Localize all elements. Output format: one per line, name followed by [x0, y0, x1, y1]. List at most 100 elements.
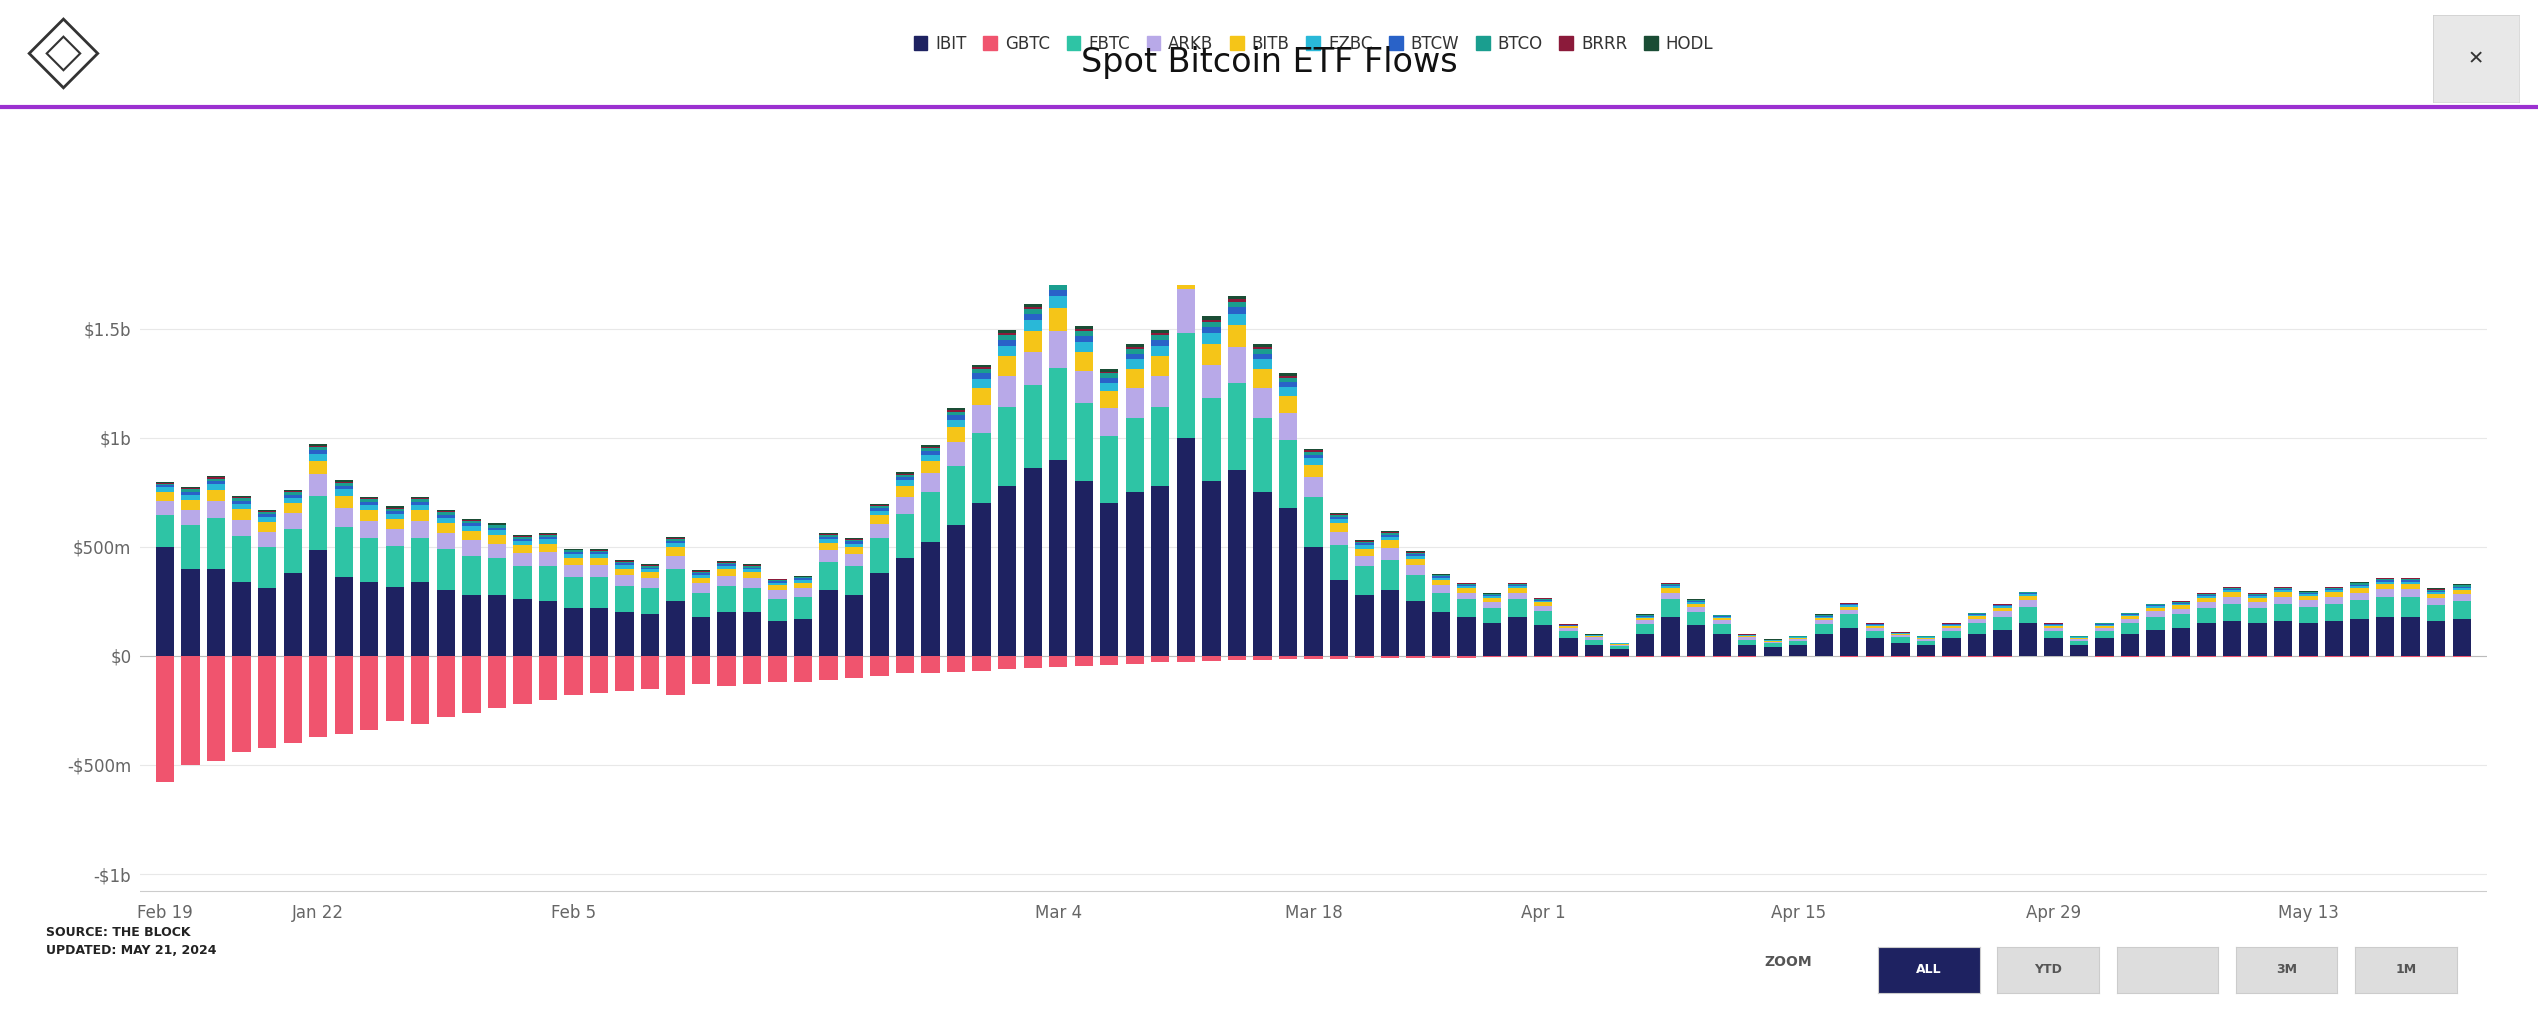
Bar [947, 410, 964, 412]
Bar [1713, 620, 1731, 624]
Bar [487, 534, 505, 544]
Bar [1074, 372, 1094, 403]
Bar [1254, 347, 1272, 349]
Bar [1406, 559, 1424, 565]
Bar [1508, 584, 1528, 585]
Bar [335, 577, 353, 656]
Bar [947, 442, 964, 466]
Bar [972, 656, 990, 671]
Bar [794, 588, 812, 597]
Bar [284, 490, 302, 492]
Bar [820, 536, 838, 539]
Bar [1178, 263, 1195, 289]
Bar [180, 489, 201, 490]
Bar [563, 549, 584, 550]
Bar [2018, 597, 2038, 601]
Bar [2401, 589, 2419, 597]
Bar [1558, 656, 1579, 657]
Bar [718, 575, 736, 586]
Bar [1279, 378, 1297, 382]
Bar [820, 562, 838, 590]
Bar [667, 539, 685, 541]
Bar [1203, 656, 1221, 662]
Bar [2147, 617, 2165, 630]
Bar [1074, 331, 1094, 336]
Bar [411, 498, 429, 499]
Bar [2173, 604, 2190, 606]
Bar [1330, 545, 1348, 579]
Bar [820, 656, 838, 680]
Bar [2350, 592, 2368, 601]
Bar [921, 656, 939, 673]
Bar [462, 523, 480, 526]
Bar [1840, 627, 1858, 656]
Bar [1482, 656, 1502, 658]
Bar [1482, 602, 1502, 608]
Bar [1942, 631, 1959, 638]
Bar [640, 568, 660, 569]
Bar [1203, 344, 1221, 364]
Bar [1381, 541, 1398, 548]
Bar [1662, 656, 1680, 658]
Bar [1152, 356, 1170, 376]
Bar [1431, 578, 1449, 580]
Bar [1967, 619, 1987, 623]
Bar [1713, 624, 1731, 634]
Bar [845, 544, 863, 548]
Bar [1127, 344, 1145, 347]
Bar [667, 556, 685, 569]
Bar [871, 508, 888, 511]
Bar [1305, 458, 1322, 465]
Bar [921, 455, 939, 460]
Bar [640, 615, 660, 656]
Bar [896, 558, 914, 656]
Bar [1713, 617, 1731, 618]
Bar [360, 581, 378, 656]
Bar [1203, 322, 1221, 327]
Bar [744, 588, 761, 612]
Bar [1305, 450, 1322, 452]
Bar [1815, 617, 1832, 618]
Bar [155, 515, 175, 548]
Bar [233, 509, 251, 519]
Bar [1048, 308, 1068, 331]
Bar [360, 502, 378, 505]
Bar [1305, 449, 1322, 450]
Bar [1127, 359, 1145, 369]
Bar [1789, 645, 1807, 656]
Bar [1228, 301, 1246, 307]
Bar [1152, 340, 1170, 346]
Bar [233, 656, 251, 752]
Bar [208, 477, 226, 478]
Bar [437, 518, 454, 523]
Bar [2198, 602, 2216, 608]
Bar [538, 553, 556, 566]
Bar [693, 656, 711, 684]
Bar [2401, 579, 2419, 580]
Bar [1508, 600, 1528, 617]
Bar [155, 492, 175, 501]
Bar [1637, 617, 1655, 618]
Bar [896, 474, 914, 477]
Bar [284, 503, 302, 513]
Bar [1891, 642, 1909, 656]
Bar [2122, 623, 2140, 634]
Bar [1508, 585, 1528, 586]
Bar [1457, 656, 1475, 658]
Bar [769, 580, 787, 581]
Bar [284, 656, 302, 743]
Bar [1612, 649, 1629, 656]
Bar [794, 578, 812, 580]
Bar [845, 656, 863, 678]
Bar [360, 520, 378, 539]
Bar [1942, 625, 1959, 626]
Bar [589, 551, 609, 553]
Bar [1355, 546, 1373, 549]
Bar [1074, 656, 1094, 666]
Bar [1637, 624, 1655, 634]
Bar [667, 602, 685, 656]
Bar [1048, 331, 1068, 367]
Bar [386, 508, 404, 509]
Bar [2223, 621, 2241, 656]
Bar [997, 656, 1015, 669]
